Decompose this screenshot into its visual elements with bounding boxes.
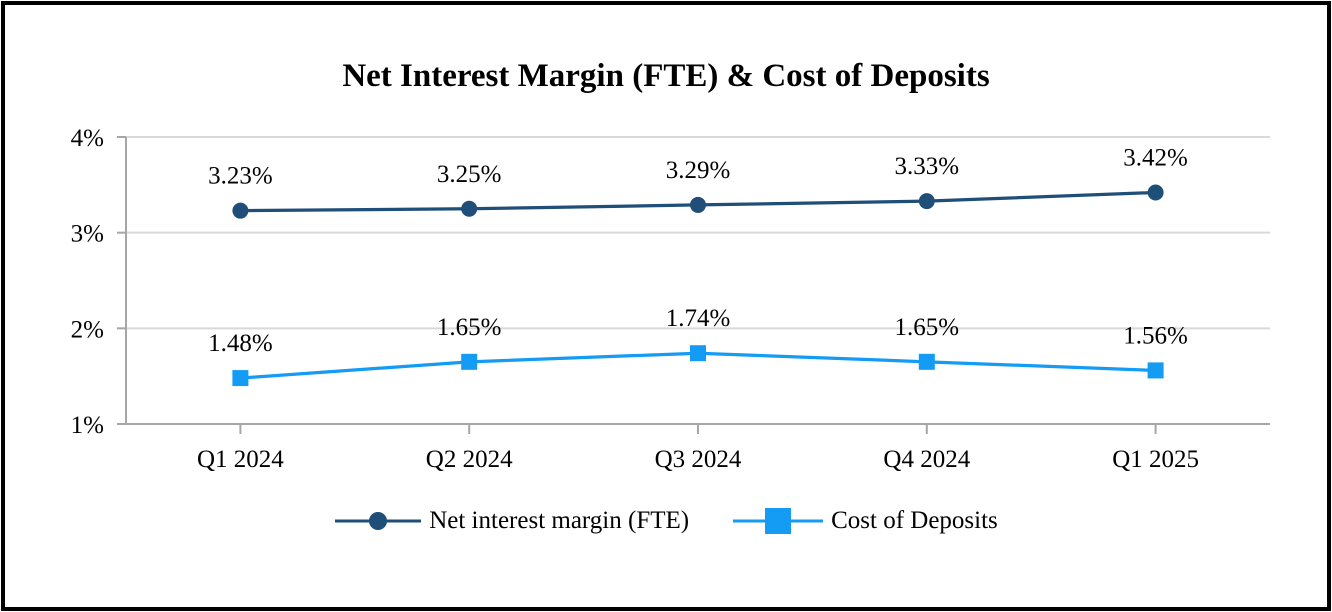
data-point-marker-cost-of-deposits bbox=[918, 353, 935, 370]
legend-line-circle-marker-icon bbox=[335, 512, 422, 530]
data-label-cost-of-deposits: 1.56% bbox=[1123, 322, 1188, 349]
data-point-marker-cost-of-deposits bbox=[690, 345, 706, 362]
chart-legend: Net interest margin (FTE) Cost of Deposi… bbox=[0, 506, 1332, 536]
data-label-net-interest-margin-fte: 3.23% bbox=[208, 163, 273, 190]
data-label-net-interest-margin-fte: 3.29% bbox=[666, 157, 731, 184]
y-axis-tick-label: 1% bbox=[71, 412, 104, 439]
data-point-marker-cost-of-deposits bbox=[232, 370, 249, 387]
data-point-marker-net-interest-margin-fte bbox=[461, 200, 478, 217]
y-axis-tick-label: 2% bbox=[71, 316, 104, 343]
data-point-marker-net-interest-margin-fte bbox=[918, 193, 935, 210]
chart-title: Net Interest Margin (FTE) & Cost of Depo… bbox=[342, 58, 990, 94]
y-axis-tick-label: 3% bbox=[71, 221, 104, 248]
data-label-net-interest-margin-fte: 3.33% bbox=[895, 153, 960, 180]
data-label-cost-of-deposits: 1.65% bbox=[895, 314, 960, 341]
legend-item-net-interest-margin: Net interest margin (FTE) bbox=[334, 507, 689, 535]
x-axis-tick-label: Q1 2025 bbox=[1112, 446, 1199, 473]
x-axis-tick-label: Q1 2024 bbox=[197, 446, 284, 473]
legend-label-net-interest-margin: Net interest margin (FTE) bbox=[429, 507, 690, 534]
data-label-net-interest-margin-fte: 3.42% bbox=[1123, 144, 1188, 171]
data-point-marker-cost-of-deposits bbox=[461, 353, 478, 370]
data-point-marker-net-interest-margin-fte bbox=[690, 196, 706, 213]
data-label-cost-of-deposits: 1.65% bbox=[437, 314, 502, 341]
data-point-marker-net-interest-margin-fte bbox=[1147, 184, 1164, 201]
y-axis-tick-label: 4% bbox=[71, 125, 104, 152]
data-point-marker-net-interest-margin-fte bbox=[232, 202, 249, 219]
x-axis-tick-label: Q2 2024 bbox=[426, 446, 513, 473]
legend-label-cost-of-deposits: Cost of Deposits bbox=[831, 507, 998, 534]
x-axis-tick-label: Q3 2024 bbox=[655, 446, 742, 473]
x-axis-tick-label: Q4 2024 bbox=[883, 446, 970, 473]
data-label-net-interest-margin-fte: 3.25% bbox=[437, 161, 502, 188]
data-point-marker-cost-of-deposits bbox=[1147, 362, 1164, 379]
data-label-cost-of-deposits: 1.74% bbox=[666, 305, 731, 332]
data-label-cost-of-deposits: 1.48% bbox=[208, 330, 273, 357]
legend-line-square-marker-icon bbox=[733, 508, 824, 534]
legend-item-cost-of-deposits: Cost of Deposits bbox=[732, 506, 998, 536]
